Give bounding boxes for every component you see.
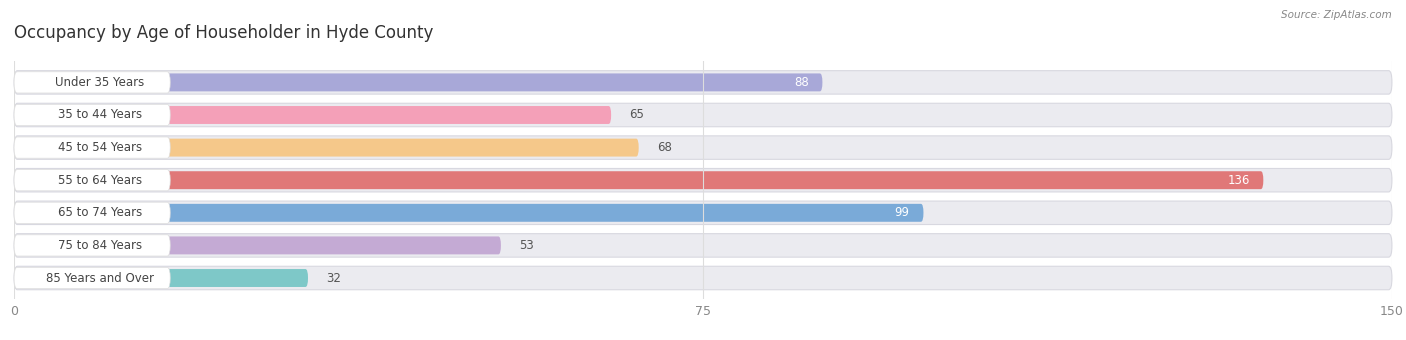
Text: 99: 99 [894, 206, 910, 219]
Text: 85 Years and Over: 85 Years and Over [46, 272, 153, 285]
Text: 65: 65 [630, 108, 644, 121]
Text: 53: 53 [519, 239, 534, 252]
FancyBboxPatch shape [14, 171, 1264, 189]
FancyBboxPatch shape [14, 139, 638, 156]
Text: 55 to 64 Years: 55 to 64 Years [58, 174, 142, 187]
FancyBboxPatch shape [14, 269, 308, 287]
FancyBboxPatch shape [14, 103, 1392, 127]
FancyBboxPatch shape [14, 106, 612, 124]
FancyBboxPatch shape [14, 266, 1392, 290]
FancyBboxPatch shape [14, 235, 170, 256]
Text: 68: 68 [657, 141, 672, 154]
Text: 35 to 44 Years: 35 to 44 Years [58, 108, 142, 121]
Text: Occupancy by Age of Householder in Hyde County: Occupancy by Age of Householder in Hyde … [14, 24, 433, 42]
FancyBboxPatch shape [14, 170, 170, 191]
FancyBboxPatch shape [14, 201, 1392, 224]
Text: 88: 88 [794, 76, 808, 89]
Text: 45 to 54 Years: 45 to 54 Years [58, 141, 142, 154]
Text: 136: 136 [1227, 174, 1250, 187]
FancyBboxPatch shape [14, 73, 823, 91]
FancyBboxPatch shape [14, 104, 170, 125]
FancyBboxPatch shape [14, 71, 1392, 94]
FancyBboxPatch shape [14, 204, 924, 222]
Text: 75 to 84 Years: 75 to 84 Years [58, 239, 142, 252]
FancyBboxPatch shape [14, 136, 1392, 159]
FancyBboxPatch shape [14, 202, 170, 223]
Text: Source: ZipAtlas.com: Source: ZipAtlas.com [1281, 10, 1392, 20]
FancyBboxPatch shape [14, 137, 170, 158]
FancyBboxPatch shape [14, 268, 170, 289]
Text: 65 to 74 Years: 65 to 74 Years [58, 206, 142, 219]
FancyBboxPatch shape [14, 236, 501, 254]
FancyBboxPatch shape [14, 72, 170, 93]
Text: 32: 32 [326, 272, 342, 285]
FancyBboxPatch shape [14, 168, 1392, 192]
Text: Under 35 Years: Under 35 Years [55, 76, 145, 89]
FancyBboxPatch shape [14, 234, 1392, 257]
